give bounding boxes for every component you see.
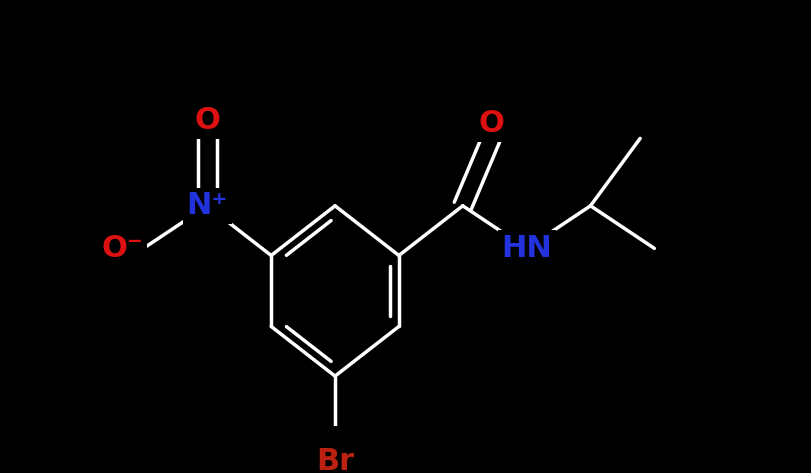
Text: Br: Br <box>315 447 354 473</box>
Text: O: O <box>478 109 504 139</box>
Text: O⁻: O⁻ <box>101 234 144 263</box>
Text: O: O <box>194 106 220 135</box>
Text: HN: HN <box>500 234 551 263</box>
Text: N⁺: N⁺ <box>187 191 228 220</box>
